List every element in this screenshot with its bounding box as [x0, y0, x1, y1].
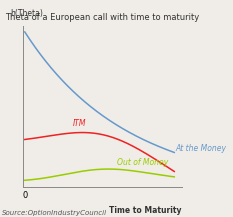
Text: Time to Maturity: Time to Maturity	[109, 206, 182, 215]
Text: Source:OptionIndustryCouncil: Source:OptionIndustryCouncil	[2, 210, 107, 216]
Text: Out of Money: Out of Money	[117, 158, 169, 167]
Text: ITM: ITM	[73, 119, 86, 128]
Title: Theta of a European call with time to maturity: Theta of a European call with time to ma…	[5, 13, 200, 23]
Text: h(Theta): h(Theta)	[11, 9, 44, 18]
Text: At the Money: At the Money	[176, 144, 227, 153]
